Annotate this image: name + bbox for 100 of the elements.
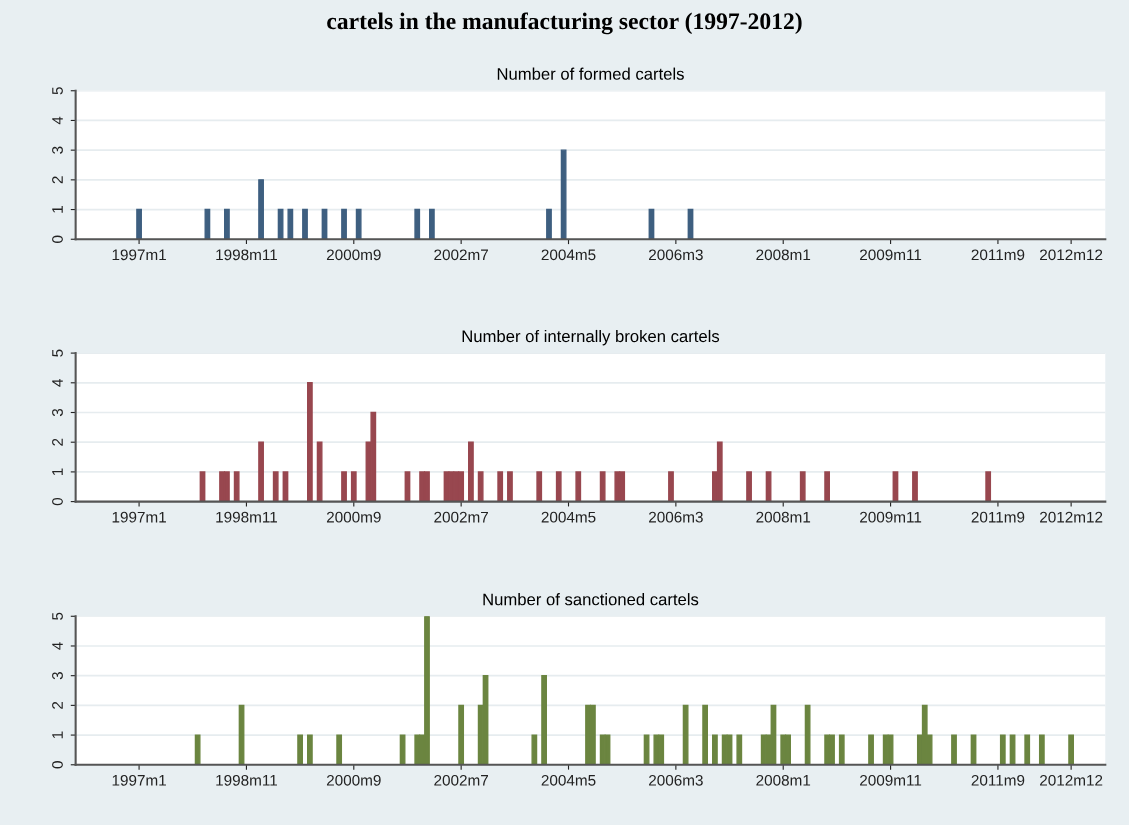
bar — [804, 704, 811, 765]
y-tick-label: 3 — [52, 146, 63, 154]
x-tick-label: 2002m7 — [434, 774, 488, 786]
x-tick-label: 2002m7 — [434, 249, 488, 261]
bar — [287, 208, 294, 240]
bar — [702, 704, 709, 765]
bar — [555, 471, 562, 502]
x-tick-label: 2012m12 — [1040, 249, 1103, 261]
bar — [458, 704, 465, 765]
bar — [477, 471, 484, 502]
x-tick-label: 2002m7 — [434, 511, 488, 523]
bar — [712, 734, 718, 765]
bar — [799, 471, 806, 502]
bar — [1024, 734, 1031, 765]
y-tick-label: 2 — [52, 438, 63, 446]
bar — [297, 734, 304, 765]
x-tick-label: 2000m9 — [326, 249, 381, 261]
bar — [912, 471, 918, 502]
x-tick-label: 2004m5 — [541, 511, 596, 523]
bar — [868, 734, 874, 765]
bar — [985, 471, 992, 502]
bar — [306, 734, 313, 765]
x-tick-label: 2008m1 — [756, 249, 811, 261]
bar — [736, 734, 743, 765]
x-tick-label: 1998m11 — [216, 249, 277, 261]
y-tick-label: 0 — [52, 235, 63, 243]
x-tick-label: 1998m11 — [216, 511, 277, 523]
bar — [316, 441, 323, 502]
bar — [370, 411, 377, 502]
bar — [341, 208, 347, 240]
bar — [668, 471, 674, 502]
bar — [272, 471, 279, 502]
bar — [336, 734, 343, 765]
bar — [838, 734, 845, 765]
bar — [258, 441, 264, 502]
x-tick-label: 1998m11 — [216, 774, 277, 786]
x-tick-label: 2009m11 — [860, 511, 922, 523]
bar — [224, 208, 230, 240]
bar — [341, 471, 347, 502]
bar — [468, 441, 474, 502]
x-tick-label: 2006m3 — [649, 774, 703, 786]
x-tick-label: 2012m12 — [1040, 774, 1103, 786]
bar — [428, 208, 435, 240]
x-tick-label: 2006m3 — [649, 511, 703, 523]
x-tick-label: 2004m5 — [541, 774, 596, 786]
bar — [355, 208, 362, 240]
y-tick-label: 0 — [52, 761, 63, 769]
bar — [560, 149, 567, 240]
bar — [999, 734, 1006, 765]
y-tick-label: 1 — [52, 206, 63, 213]
y-tick-label: 4 — [52, 642, 63, 650]
chart-title: Number of sanctioned cartels — [483, 593, 699, 606]
bar — [302, 208, 308, 240]
y-tick-label: 5 — [52, 349, 63, 357]
y-tick-label: 2 — [52, 176, 63, 184]
bar — [575, 471, 582, 502]
y-tick-label: 3 — [52, 672, 63, 680]
x-tick-label: 1997m1 — [112, 511, 166, 523]
bar — [306, 382, 313, 502]
bar — [531, 734, 538, 765]
bar — [414, 208, 421, 240]
y-tick-label: 1 — [52, 468, 63, 475]
bar — [541, 674, 547, 765]
y-tick-label: 4 — [52, 379, 63, 387]
x-tick-label: 1997m1 — [112, 249, 166, 261]
bar — [599, 471, 606, 502]
bar — [136, 208, 142, 240]
y-tick-label: 5 — [52, 612, 63, 620]
bar — [497, 471, 504, 502]
bar — [1068, 734, 1075, 765]
bar — [746, 471, 752, 502]
y-tick-label: 5 — [52, 87, 63, 95]
x-tick-label: 2008m1 — [756, 774, 811, 786]
x-tick-label: 2012m12 — [1040, 511, 1103, 523]
bar — [194, 734, 201, 765]
x-tick-label: 2000m9 — [326, 774, 381, 786]
x-tick-label: 1997m1 — [112, 774, 166, 786]
x-tick-label: 2009m11 — [860, 249, 922, 261]
chart-title: Number of internally broken cartels — [462, 329, 720, 346]
bar — [546, 208, 552, 240]
bar — [716, 441, 723, 502]
y-tick-label: 2 — [52, 701, 63, 709]
bar — [1038, 734, 1045, 765]
x-tick-label: 2011m9 — [971, 511, 1025, 523]
x-tick-label: 2008m1 — [756, 511, 811, 523]
x-tick-label: 2009m11 — [860, 774, 922, 786]
bar — [233, 471, 240, 502]
x-tick-label: 2006m3 — [649, 249, 703, 261]
y-tick-label: 4 — [52, 116, 63, 125]
y-tick-label: 1 — [52, 731, 63, 739]
bar — [824, 471, 831, 502]
bar — [258, 179, 264, 240]
y-tick-label: 3 — [52, 408, 63, 417]
x-tick-label: 2011m9 — [971, 774, 1025, 786]
bar — [536, 471, 543, 502]
chart-title: cartels in the manufacturing sector (1997-2012) — [327, 12, 802, 35]
x-tick-label: 2011m9 — [971, 249, 1025, 261]
x-tick-label: 2000m9 — [326, 511, 381, 523]
chart-subtitle: Number of formed cartels — [497, 67, 684, 80]
bar — [350, 471, 357, 502]
